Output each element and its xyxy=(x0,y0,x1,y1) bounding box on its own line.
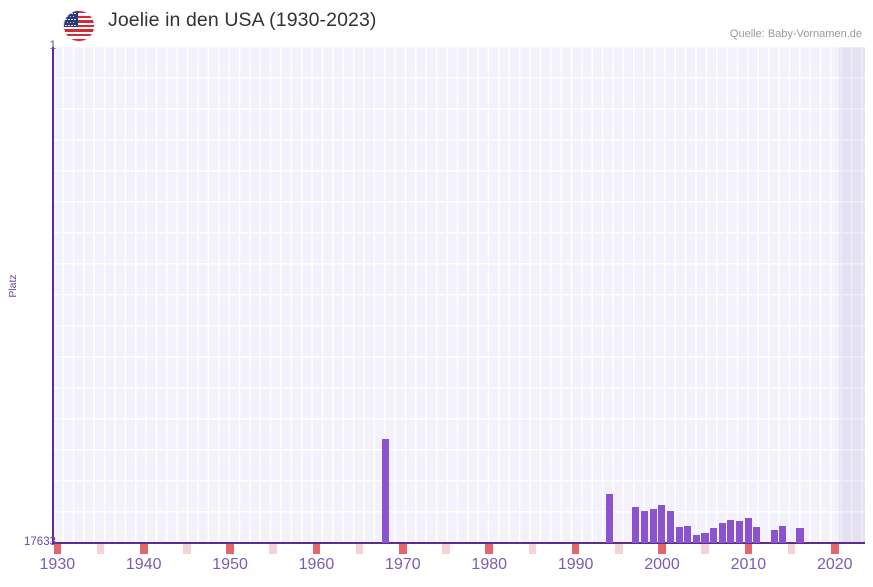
bar-1998 xyxy=(641,510,649,543)
x-axis-marker-1960 xyxy=(312,544,321,554)
x-axis-marker-1965 xyxy=(355,544,364,554)
x-axis-marker-1990 xyxy=(571,544,580,554)
x-tick-label-1930: 1930 xyxy=(39,556,76,573)
bar-1997 xyxy=(632,506,640,543)
bar-2000 xyxy=(658,504,666,543)
x-tick-label-2010: 2010 xyxy=(730,556,767,573)
bar-2003 xyxy=(684,526,692,543)
source-attribution: Quelle: Baby-Vornamen.de xyxy=(729,28,862,40)
x-tick-label-1960: 1960 xyxy=(298,556,335,573)
bar-2007 xyxy=(718,523,726,543)
y-axis-line xyxy=(52,47,54,543)
x-axis-marker-1955 xyxy=(269,544,278,554)
x-axis-marker-1980 xyxy=(485,544,494,554)
bar-2016 xyxy=(796,528,804,543)
x-axis-marker-2010 xyxy=(744,544,753,554)
x-axis-marker-2015 xyxy=(787,544,796,554)
bar-2013 xyxy=(770,530,778,543)
bar-2004 xyxy=(692,534,700,543)
bar-2014 xyxy=(779,525,787,543)
x-tick-label-1970: 1970 xyxy=(385,556,421,573)
x-axis-marker-1970 xyxy=(399,544,407,554)
x-axis-marker-2005 xyxy=(701,544,709,554)
grid-lines xyxy=(53,47,865,543)
x-tick-label-2020: 2020 xyxy=(816,556,853,573)
x-tick-label-1950: 1950 xyxy=(212,556,248,573)
x-axis-marker-1975 xyxy=(442,544,450,554)
x-axis-marker-1950 xyxy=(226,544,234,554)
bar-series xyxy=(53,47,865,543)
y-axis-top-tick-label: 1 xyxy=(49,40,56,52)
usa-flag-icon xyxy=(64,11,94,41)
x-axis-marker-1930 xyxy=(53,544,62,554)
bar-2009 xyxy=(736,520,744,543)
x-axis-marker-2020 xyxy=(830,544,839,554)
x-tick-label-1990: 1990 xyxy=(557,556,594,573)
bar-2011 xyxy=(753,526,761,543)
bar-1999 xyxy=(649,509,657,543)
x-axis-marker-1935 xyxy=(96,544,105,554)
bar-2008 xyxy=(727,520,735,543)
x-tick-label-1980: 1980 xyxy=(471,556,508,573)
chart-header: Joelie in den USA (1930-2023) Quelle: Ba… xyxy=(0,0,873,47)
x-axis-marker-1945 xyxy=(183,544,191,554)
bar-2002 xyxy=(675,526,683,543)
bar-1968 xyxy=(381,438,389,543)
bar-2001 xyxy=(666,511,674,543)
bar-2006 xyxy=(710,528,718,543)
x-tick-label-1940: 1940 xyxy=(125,556,162,573)
x-axis-marker-1985 xyxy=(528,544,537,554)
y-axis-title: Platz xyxy=(7,274,19,298)
x-axis-marker-1995 xyxy=(614,544,623,554)
y-axis-bottom-tick-label: 17633 xyxy=(24,536,56,548)
page-title: Joelie in den USA (1930-2023) xyxy=(108,9,377,31)
x-axis-marker-2000 xyxy=(658,544,666,554)
x-axis-line xyxy=(52,542,865,544)
bar-2010 xyxy=(744,518,752,543)
x-axis-marker-1940 xyxy=(139,544,148,554)
bar-1994 xyxy=(606,494,614,543)
x-tick-label-2000: 2000 xyxy=(644,556,680,573)
bar-2005 xyxy=(701,533,709,543)
